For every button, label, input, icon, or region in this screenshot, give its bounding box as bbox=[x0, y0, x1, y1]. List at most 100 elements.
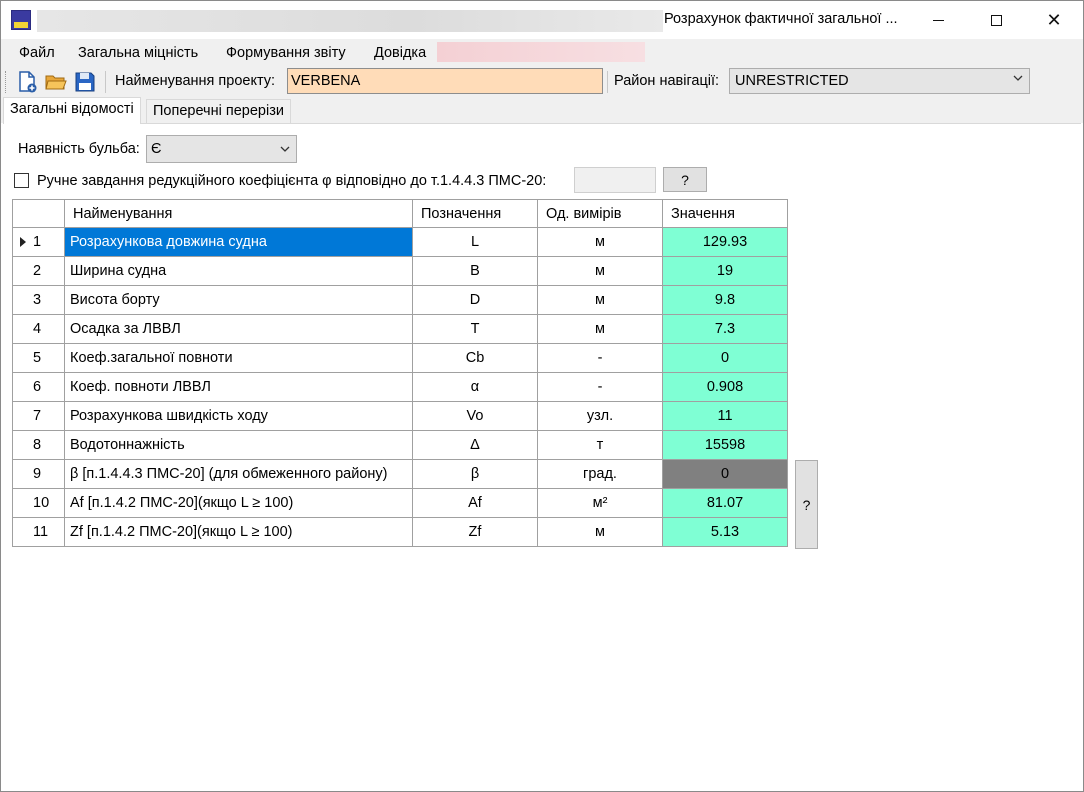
row-symbol-text: B bbox=[470, 263, 480, 279]
row-value[interactable]: 5.13 bbox=[662, 517, 788, 547]
header-symbol[interactable]: Позначення bbox=[412, 199, 538, 228]
row-name-text: Af [п.1.4.2 ПМС-20](якщо L ≥ 100) bbox=[70, 495, 294, 511]
row-index-text: 3 bbox=[33, 292, 42, 308]
row-value-text: 9.8 bbox=[714, 292, 736, 308]
phi-help-button[interactable]: ? bbox=[663, 167, 707, 192]
row-index-text: 10 bbox=[33, 495, 50, 511]
row-unit: - bbox=[537, 372, 663, 402]
row-index-text: 6 bbox=[33, 379, 42, 395]
header-name[interactable]: Найменування bbox=[64, 199, 413, 228]
row-value-text: 19 bbox=[716, 263, 734, 279]
row-unit: м² bbox=[537, 488, 663, 518]
row-symbol-text: L bbox=[470, 234, 480, 250]
menu-strength[interactable]: Загальна міцність bbox=[78, 45, 199, 61]
row-name-text: Коеф.загальної повноти bbox=[70, 350, 233, 366]
row-value[interactable]: 81.07 bbox=[662, 488, 788, 518]
close-button[interactable]: ✕ bbox=[1025, 1, 1083, 39]
row-unit: град. bbox=[537, 459, 663, 489]
row-name[interactable]: Розрахункова швидкість ходу bbox=[64, 401, 413, 431]
menu-help[interactable]: Довідка bbox=[374, 45, 427, 61]
row-symbol: Δ bbox=[412, 430, 538, 460]
row-unit-text: м bbox=[595, 234, 605, 250]
tab-general[interactable]: Загальні відомості bbox=[3, 97, 141, 124]
row-symbol-text: α bbox=[470, 379, 480, 395]
row-name[interactable]: Розрахункова довжина судна bbox=[64, 227, 413, 257]
row-value[interactable]: 15598 bbox=[662, 430, 788, 460]
row-symbol: Zf bbox=[412, 517, 538, 547]
tab-cross-sections[interactable]: Поперечні перерізи bbox=[146, 99, 291, 123]
manual-phi-checkbox[interactable] bbox=[14, 173, 29, 188]
row-value[interactable]: 0 bbox=[662, 343, 788, 373]
row-value[interactable]: 129.93 bbox=[662, 227, 788, 257]
parameters-grid: Найменування Позначення Од. вимірів Знач… bbox=[12, 199, 788, 547]
row-value[interactable]: 9.8 bbox=[662, 285, 788, 315]
project-name-input[interactable] bbox=[287, 68, 603, 94]
save-disk-icon[interactable] bbox=[73, 70, 97, 94]
row-name[interactable]: Осадка за ЛВВЛ bbox=[64, 314, 413, 344]
table-row[interactable]: 5 Коеф.загальної повноти Cb - 0 bbox=[12, 343, 788, 373]
row-name[interactable]: Zf [п.1.4.2 ПМС-20](якщо L ≥ 100) bbox=[64, 517, 413, 547]
row-name[interactable]: Ширина судна bbox=[64, 256, 413, 286]
row-name[interactable]: Водотоннажність bbox=[64, 430, 413, 460]
row-value[interactable]: 11 bbox=[662, 401, 788, 431]
row-value[interactable]: 19 bbox=[662, 256, 788, 286]
maximize-button[interactable] bbox=[967, 1, 1025, 39]
row-index: 9 bbox=[12, 459, 65, 489]
tab-strip: Загальні відомості Поперечні перерізи bbox=[1, 97, 1083, 124]
menu-redacted bbox=[437, 42, 645, 62]
table-row[interactable]: 10 Af [п.1.4.2 ПМС-20](якщо L ≥ 100) Af м² 8… bbox=[12, 488, 788, 518]
row-index-text: 8 bbox=[33, 437, 42, 453]
row-value-text: 0.908 bbox=[706, 379, 744, 395]
row-value-text: 11 bbox=[717, 408, 733, 424]
window-title: Розрахунок фактичної загальної ... bbox=[664, 11, 898, 27]
menu-report[interactable]: Формування звіту bbox=[226, 45, 346, 61]
row-symbol: T bbox=[412, 314, 538, 344]
row-name[interactable]: β [п.1.4.4.3 ПМС-20] (для обмеженного ра… bbox=[64, 459, 413, 489]
row-unit: м bbox=[537, 517, 663, 547]
title-redacted bbox=[37, 10, 663, 32]
header-unit[interactable]: Од. вимірів bbox=[537, 199, 663, 228]
app-logo-icon bbox=[11, 10, 31, 30]
menu-file[interactable]: Файл bbox=[19, 45, 55, 61]
table-row[interactable]: 7 Розрахункова швидкість ходу Vo узл. 11 bbox=[12, 401, 788, 431]
row-unit-text: - bbox=[597, 350, 603, 366]
row-value[interactable]: 7.3 bbox=[662, 314, 788, 344]
toolbar-grip[interactable] bbox=[5, 71, 8, 93]
row-name[interactable]: Af [п.1.4.2 ПМС-20](якщо L ≥ 100) bbox=[64, 488, 413, 518]
row-unit-text: м bbox=[595, 263, 605, 279]
new-document-icon[interactable] bbox=[15, 70, 39, 94]
grid-help-button[interactable]: ? bbox=[795, 460, 818, 549]
row-name[interactable]: Коеф.загальної повноти bbox=[64, 343, 413, 373]
manual-phi-label: Ручне завдання редукційного коефіцієнта … bbox=[37, 173, 547, 189]
header-value[interactable]: Значення bbox=[662, 199, 788, 228]
minimize-button[interactable] bbox=[909, 1, 967, 39]
phi-value-input[interactable] bbox=[574, 167, 656, 193]
nav-region-select[interactable]: UNRESTRICTED bbox=[729, 68, 1030, 94]
row-index: 5 bbox=[12, 343, 65, 373]
row-symbol-text: β bbox=[470, 466, 480, 482]
table-row[interactable]: 6 Коеф. повноти ЛВВЛ α - 0.908 bbox=[12, 372, 788, 402]
table-row[interactable]: 11 Zf [п.1.4.2 ПМС-20](якщо L ≥ 100) Zf м 5.… bbox=[12, 517, 788, 547]
row-symbol: Af bbox=[412, 488, 538, 518]
row-name[interactable]: Коеф. повноти ЛВВЛ bbox=[64, 372, 413, 402]
table-row[interactable]: 9 β [п.1.4.4.3 ПМС-20] (для обмеженного р… bbox=[12, 459, 788, 489]
row-value-text: 129.93 bbox=[702, 234, 748, 250]
row-value-text: 5.13 bbox=[710, 524, 740, 540]
bulb-select[interactable]: Є bbox=[146, 135, 297, 163]
open-folder-icon[interactable] bbox=[44, 70, 68, 94]
row-unit: т bbox=[537, 430, 663, 460]
row-value[interactable]: 0.908 bbox=[662, 372, 788, 402]
row-name-text: Висота борту bbox=[70, 292, 160, 308]
row-name[interactable]: Висота борту bbox=[64, 285, 413, 315]
row-unit-text: т bbox=[596, 437, 604, 453]
row-unit-text: - bbox=[597, 379, 603, 395]
row-name-text: β [п.1.4.4.3 ПМС-20] (для обмеженного ра… bbox=[70, 466, 388, 482]
row-name-text: Коеф. повноти ЛВВЛ bbox=[70, 379, 211, 395]
